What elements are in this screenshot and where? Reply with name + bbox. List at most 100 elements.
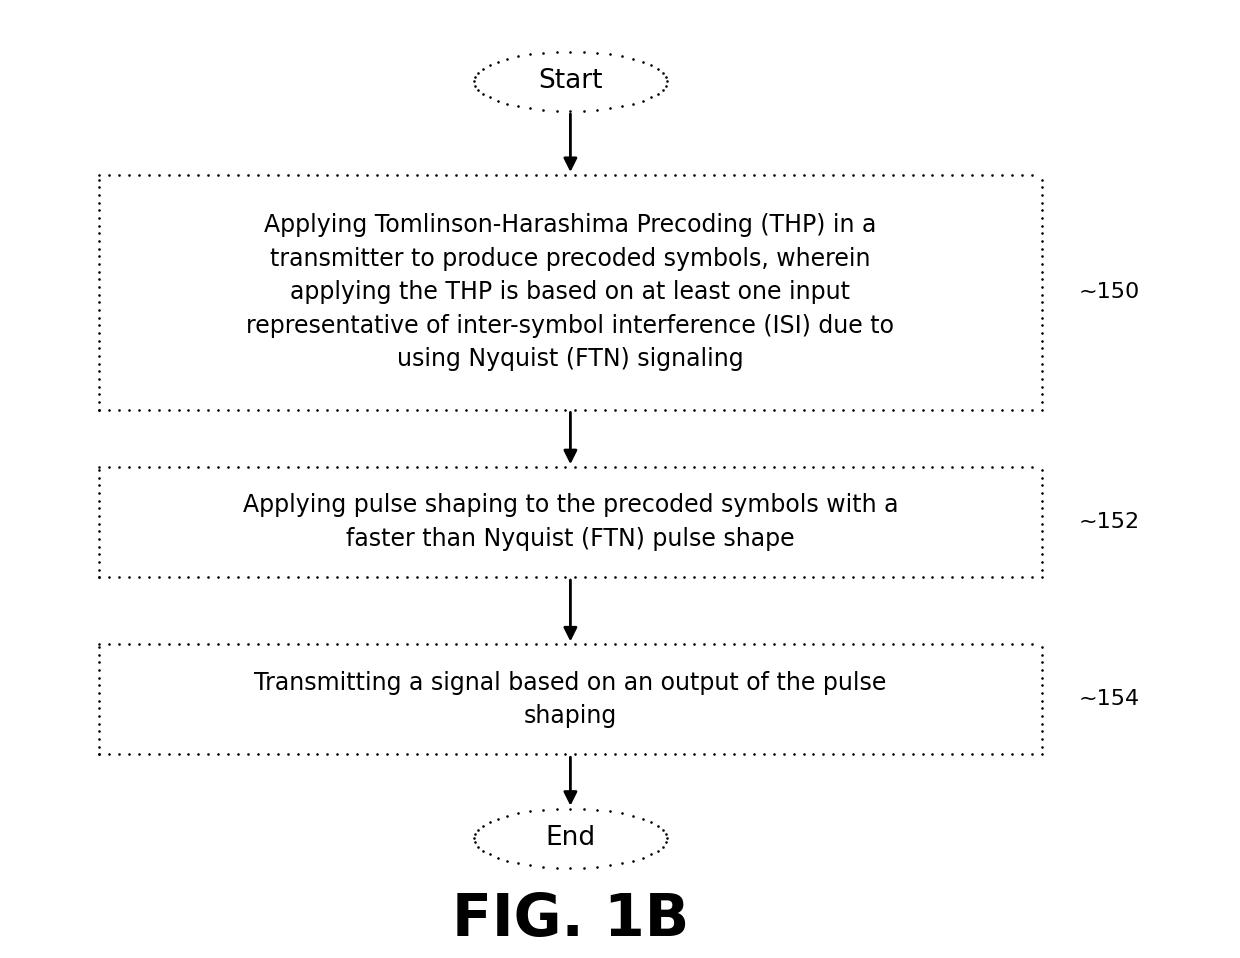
Point <box>652 822 672 837</box>
Point <box>466 637 486 652</box>
Point <box>1032 263 1052 279</box>
Point <box>641 57 661 73</box>
Point <box>89 693 109 708</box>
Point <box>377 569 397 584</box>
Point <box>278 637 298 652</box>
Point <box>377 402 397 418</box>
Point <box>565 747 585 763</box>
Point <box>804 637 823 652</box>
Point <box>208 402 228 418</box>
Point <box>784 747 804 763</box>
Point <box>377 459 397 474</box>
Point <box>129 168 149 183</box>
Point <box>813 569 833 584</box>
Point <box>1032 187 1052 202</box>
Point <box>804 569 823 584</box>
Point <box>833 168 853 183</box>
Point <box>377 747 397 763</box>
Point <box>474 843 494 858</box>
Point <box>624 96 644 111</box>
Point <box>694 402 714 418</box>
Point <box>656 834 676 850</box>
Point <box>397 459 417 474</box>
Point <box>556 459 575 474</box>
Point <box>159 459 179 474</box>
Point <box>813 402 833 418</box>
Point <box>1032 677 1052 693</box>
Point <box>1032 326 1052 341</box>
Point <box>1032 233 1052 248</box>
Ellipse shape <box>474 809 667 868</box>
Point <box>89 225 109 240</box>
Point <box>89 732 109 747</box>
Point <box>635 637 655 652</box>
Point <box>387 569 407 584</box>
Point <box>903 402 923 418</box>
Point <box>823 747 843 763</box>
Point <box>873 747 893 763</box>
Point <box>1032 363 1052 378</box>
Point <box>466 569 486 584</box>
Point <box>774 569 794 584</box>
Point <box>89 210 109 225</box>
Point <box>89 326 109 341</box>
Point <box>198 459 218 474</box>
Point <box>823 459 843 474</box>
Point <box>992 747 1012 763</box>
Point <box>89 303 109 318</box>
Point <box>129 637 149 652</box>
Point <box>89 341 109 356</box>
Point <box>228 747 248 763</box>
Point <box>506 402 526 418</box>
Point <box>99 569 119 584</box>
Point <box>407 402 427 418</box>
Point <box>526 459 546 474</box>
Point <box>149 569 169 584</box>
Point <box>149 459 169 474</box>
Point <box>248 168 268 183</box>
Point <box>813 168 833 183</box>
Point <box>526 569 546 584</box>
Ellipse shape <box>474 52 667 111</box>
Point <box>546 747 565 763</box>
Point <box>600 101 620 116</box>
Point <box>533 45 553 60</box>
Point <box>469 822 489 837</box>
Point <box>464 831 484 846</box>
Point <box>932 569 952 584</box>
Point <box>1012 747 1032 763</box>
Point <box>784 402 804 418</box>
Point <box>605 459 625 474</box>
Point <box>560 801 580 816</box>
Text: Applying Tomlinson-Harashima Precoding (THP) in a
transmitter to produce precode: Applying Tomlinson-Harashima Precoding (… <box>247 214 894 371</box>
Point <box>521 47 541 62</box>
Point <box>506 459 526 474</box>
Point <box>724 168 744 183</box>
Point <box>588 103 608 118</box>
Point <box>268 402 288 418</box>
Point <box>218 637 238 652</box>
Point <box>645 459 665 474</box>
Point <box>574 103 594 119</box>
Point <box>1032 648 1052 663</box>
Point <box>833 637 853 652</box>
Point <box>474 818 494 833</box>
Point <box>1022 402 1042 418</box>
Point <box>238 459 258 474</box>
Point <box>794 569 813 584</box>
Point <box>474 61 494 77</box>
Point <box>248 402 268 418</box>
Point <box>625 168 645 183</box>
Point <box>694 168 714 183</box>
Point <box>893 637 913 652</box>
Point <box>1032 640 1052 655</box>
Point <box>521 804 541 819</box>
Point <box>645 747 665 763</box>
Point <box>1022 747 1042 763</box>
Point <box>89 747 109 763</box>
Point <box>89 317 109 332</box>
Point <box>600 857 620 873</box>
Point <box>645 637 665 652</box>
Point <box>923 569 942 584</box>
Point <box>248 637 268 652</box>
